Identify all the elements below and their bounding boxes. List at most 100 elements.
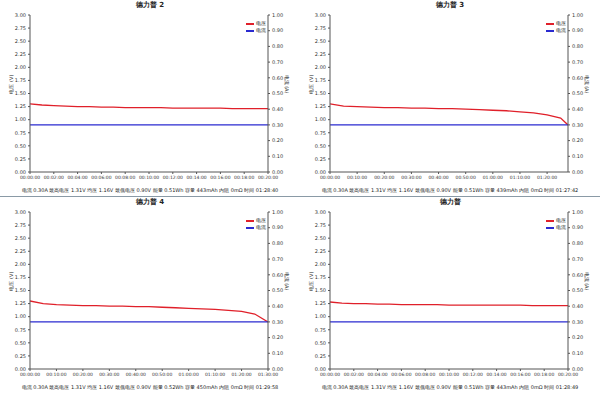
svg-text:0.00: 0.00 [15,366,26,372]
svg-text:0.10: 0.10 [272,153,283,159]
svg-text:00:16:00: 00:16:00 [210,175,230,180]
svg-text:00:14:00: 00:14:00 [186,175,206,180]
svg-text:0.00: 0.00 [572,169,583,175]
svg-text:2.25: 2.25 [315,51,326,57]
svg-text:0.40: 0.40 [572,106,583,112]
svg-text:00:02:00: 00:02:00 [44,175,64,180]
svg-text:00:16:00: 00:16:00 [510,372,530,377]
svg-text:2.00: 2.00 [315,64,326,70]
svg-text:0.80: 0.80 [572,43,583,49]
svg-text:00:06:00: 00:06:00 [91,175,111,180]
svg-text:00:06:00: 00:06:00 [391,372,411,377]
svg-text:电流 (A): 电流 (A) [584,272,590,291]
svg-text:0.50: 0.50 [15,143,26,149]
svg-text:0.25: 0.25 [315,353,326,359]
svg-text:3.00: 3.00 [15,12,26,18]
svg-text:0.50: 0.50 [272,287,283,293]
svg-text:00:08:00: 00:08:00 [115,175,135,180]
svg-text:01:00:00: 01:00:00 [483,175,503,180]
svg-text:2.25: 2.25 [15,248,26,254]
svg-text:3.00: 3.00 [315,12,326,18]
svg-text:2.00: 2.00 [15,64,26,70]
svg-text:1.50: 1.50 [315,287,326,293]
svg-text:3.00: 3.00 [315,209,326,215]
svg-text:00:14:00: 00:14:00 [486,372,506,377]
svg-text:0.80: 0.80 [272,240,283,246]
svg-text:0.30: 0.30 [572,122,583,128]
svg-text:电流 (A): 电流 (A) [284,75,290,94]
svg-text:1.75: 1.75 [315,77,326,83]
svg-text:1.25: 1.25 [315,300,326,306]
svg-text:0.20: 0.20 [572,334,583,340]
svg-text:0.10: 0.10 [572,153,583,159]
svg-text:3.00: 3.00 [15,209,26,215]
svg-text:2.50: 2.50 [15,235,26,241]
svg-text:0.10: 0.10 [572,350,583,356]
svg-text:1.25: 1.25 [315,103,326,109]
svg-text:00:10:00: 00:10:00 [46,372,66,377]
svg-text:01:00:00: 01:00:00 [179,372,199,377]
svg-text:00:00:00: 00:00:00 [320,372,340,377]
svg-text:1.00: 1.00 [315,313,326,319]
svg-text:0.40: 0.40 [572,303,583,309]
svg-text:0.10: 0.10 [272,350,283,356]
svg-text:00:12:00: 00:12:00 [463,372,483,377]
svg-text:0.20: 0.20 [272,334,283,340]
svg-text:00:30:00: 00:30:00 [99,372,119,377]
svg-text:2.50: 2.50 [15,38,26,44]
svg-text:0.00: 0.00 [15,169,26,175]
svg-text:1.75: 1.75 [15,77,26,83]
svg-text:2.75: 2.75 [15,222,26,228]
svg-text:0.50: 0.50 [572,90,583,96]
svg-text:00:12:00: 00:12:00 [163,175,183,180]
svg-text:00:40:00: 00:40:00 [126,372,146,377]
svg-text:00:40:00: 00:40:00 [428,175,448,180]
svg-text:0.50: 0.50 [272,90,283,96]
svg-text:00:18:00: 00:18:00 [234,175,254,180]
svg-text:1.50: 1.50 [15,287,26,293]
svg-text:00:02:00: 00:02:00 [344,372,364,377]
svg-text:2.50: 2.50 [315,235,326,241]
svg-text:0.75: 0.75 [315,130,326,136]
svg-text:0.75: 0.75 [15,327,26,333]
svg-text:0.50: 0.50 [15,340,26,346]
svg-text:00:04:00: 00:04:00 [67,175,87,180]
svg-text:1.00: 1.00 [572,209,583,215]
svg-text:0.50: 0.50 [572,287,583,293]
svg-text:2.75: 2.75 [315,222,326,228]
svg-text:电压 (V): 电压 (V) [308,272,314,291]
svg-text:00:04:00: 00:04:00 [367,372,387,377]
svg-text:0.90: 0.90 [572,27,583,33]
svg-text:0.40: 0.40 [272,303,283,309]
svg-text:0.00: 0.00 [315,366,326,372]
svg-text:0.50: 0.50 [315,340,326,346]
svg-text:0.00: 0.00 [272,366,283,372]
svg-text:1.00: 1.00 [572,12,583,18]
svg-text:0.70: 0.70 [272,256,283,262]
svg-text:00:00:00: 00:00:00 [20,175,40,180]
svg-text:0.50: 0.50 [315,143,326,149]
svg-text:01:20:00: 01:20:00 [231,372,251,377]
svg-text:00:10:00: 00:10:00 [347,175,367,180]
svg-text:0.30: 0.30 [272,319,283,325]
svg-text:0.00: 0.00 [272,169,283,175]
svg-text:00:20:00: 00:20:00 [258,175,278,180]
svg-text:0.00: 0.00 [315,169,326,175]
svg-text:01:20:00: 01:20:00 [537,175,557,180]
svg-text:0.00: 0.00 [572,366,583,372]
svg-text:0.90: 0.90 [572,224,583,230]
svg-text:2.00: 2.00 [15,261,26,267]
svg-text:0.40: 0.40 [272,106,283,112]
svg-text:00:20:00: 00:20:00 [73,372,93,377]
svg-text:0.20: 0.20 [572,137,583,143]
svg-text:0.70: 0.70 [572,256,583,262]
svg-text:0.75: 0.75 [315,327,326,333]
svg-text:00:18:00: 00:18:00 [534,372,554,377]
svg-text:0.60: 0.60 [572,75,583,81]
svg-text:1.75: 1.75 [315,274,326,280]
svg-text:01:10:00: 01:10:00 [510,175,530,180]
svg-text:00:10:00: 00:10:00 [139,175,159,180]
svg-text:2.50: 2.50 [315,38,326,44]
svg-text:电压 (V): 电压 (V) [308,75,314,94]
svg-text:0.70: 0.70 [572,59,583,65]
